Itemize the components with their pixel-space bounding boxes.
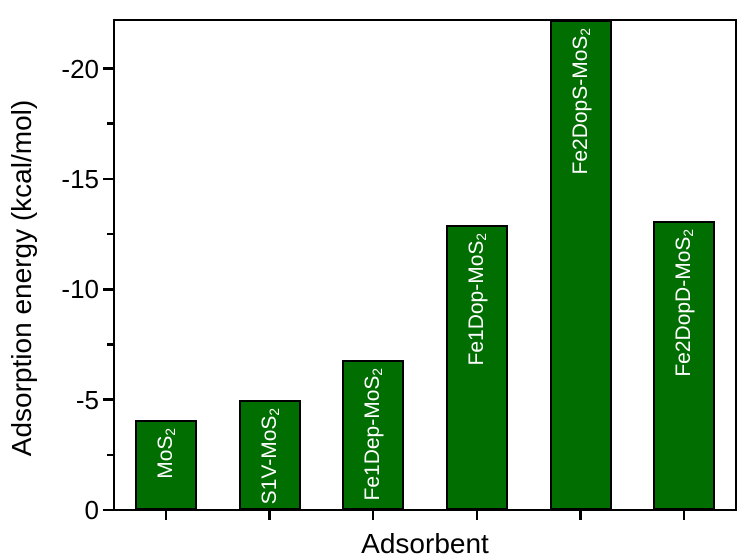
y-tick-label: -5 (75, 384, 99, 415)
y-minor-tick (107, 343, 114, 346)
bar-label-base: Fe1Dep-MoS (361, 375, 385, 501)
y-tick-label: -20 (61, 53, 99, 84)
bar-label-base: Fe2DopD-MoS (672, 236, 696, 377)
y-tick-label: -10 (61, 274, 99, 305)
y-tick-label: 0 (84, 495, 99, 525)
y-minor-tick (107, 122, 114, 125)
bar: Fe1Dep-MoS2 (342, 359, 405, 510)
x-tick (475, 510, 479, 520)
bar-label: S1V-MoS2 (258, 402, 282, 504)
bar-label-subscript: 2 (681, 228, 697, 237)
y-minor-tick (107, 453, 114, 457)
bar: S1V-MoS2 (238, 399, 301, 510)
bar: Fe2DopD-MoS2 (653, 220, 716, 510)
x-tick (579, 510, 582, 520)
y-major-tick (103, 508, 114, 512)
y-major-tick (103, 398, 114, 401)
y-tick-label: -15 (61, 163, 99, 194)
bar-label: Fe2DopS-MoS2 (569, 22, 593, 174)
bar-label: MoS2 (154, 422, 178, 479)
plot-frame (113, 19, 737, 511)
bar-label-base: S1V-MoS (257, 415, 281, 504)
x-tick (371, 510, 375, 520)
bar-label-base: MoS (153, 435, 177, 479)
bar-label-subscript: 2 (577, 28, 593, 36)
bar: Fe1Dop-MoS2 (445, 225, 508, 510)
bar-label: Fe1Dop-MoS2 (465, 227, 489, 365)
bar-label: Fe2DopD-MoS2 (672, 223, 696, 377)
bar-label-subscript: 2 (474, 233, 490, 241)
bar-label-subscript: 2 (266, 407, 282, 416)
bar: MoS2 (134, 419, 197, 510)
bar-label-base: Fe1Dop-MoS (464, 240, 488, 366)
x-tick (164, 510, 168, 520)
bar: Fe2DopS-MoS2 (549, 20, 612, 510)
bar-label: Fe1Dep-MoS2 (361, 362, 385, 500)
bar-label-subscript: 2 (163, 427, 179, 436)
y-major-tick (103, 177, 114, 181)
bar-label-subscript: 2 (370, 367, 386, 376)
x-axis-title: Adsorbent (361, 528, 489, 559)
bar-label-base: Fe2DopS-MoS (568, 35, 592, 175)
y-major-tick (103, 288, 114, 291)
x-tick (268, 510, 271, 520)
y-major-tick (103, 67, 114, 70)
x-tick (682, 510, 686, 520)
y-minor-tick (107, 232, 114, 236)
